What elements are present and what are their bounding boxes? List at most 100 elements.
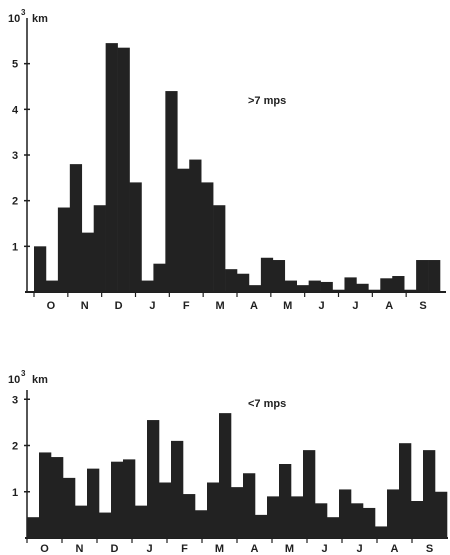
top-bar-15 xyxy=(201,182,214,292)
bottom-yunit-base: 10 xyxy=(8,374,20,386)
bottom-annotation: <7 mps xyxy=(248,398,286,410)
top-bar-2 xyxy=(45,280,59,292)
bottom-bar-10 xyxy=(135,505,148,539)
top-month-label: D xyxy=(115,300,123,312)
top-bar-18 xyxy=(237,273,250,292)
bottom-bar-32 xyxy=(399,443,412,538)
top-bar-23 xyxy=(296,285,309,292)
top-bar-25 xyxy=(320,281,333,292)
bottom-bar-20 xyxy=(255,514,268,539)
bottom-y-ticks: 1 2 3 xyxy=(12,394,30,499)
bottom-month-label: D xyxy=(111,543,119,555)
top-bar-20 xyxy=(260,257,274,292)
top-bar-27 xyxy=(344,277,357,292)
bottom-bar-24 xyxy=(303,450,316,539)
top-annotation: >7 mps xyxy=(248,95,286,107)
bottom-month-label: J xyxy=(321,543,327,555)
top-yunit-base: 10 xyxy=(8,13,20,25)
bottom-bar-11 xyxy=(147,420,160,538)
bottom-bar-26 xyxy=(327,517,340,538)
bottom-y-tick-label: 2 xyxy=(12,441,18,453)
top-bar-31 xyxy=(392,276,405,292)
top-month-label: J xyxy=(319,300,325,312)
bottom-month-label: M xyxy=(215,543,224,555)
bottom-bar-29 xyxy=(363,507,376,538)
top-bar-22 xyxy=(284,280,297,292)
top-bars xyxy=(34,43,441,293)
top-yunit-exp: 3 xyxy=(21,8,26,17)
bottom-bar-25 xyxy=(315,503,328,538)
bottom-bar-30 xyxy=(375,526,388,538)
bottom-bar-34 xyxy=(423,450,436,539)
bottom-bar-27 xyxy=(339,489,352,538)
bottom-bar-28 xyxy=(351,503,364,538)
top-bar-5 xyxy=(81,232,94,292)
bottom-month-label: N xyxy=(76,543,84,555)
top-month-label: A xyxy=(250,300,258,312)
bottom-month-label: A xyxy=(251,543,259,555)
top-month-label: M xyxy=(283,300,292,312)
top-y-tick-label: 3 xyxy=(12,150,18,162)
bottom-bar-3 xyxy=(51,457,64,538)
top-month-label: M xyxy=(215,300,224,312)
bottom-bar-31 xyxy=(387,489,400,538)
bottom-bar-15 xyxy=(195,510,208,538)
bottom-bar-13 xyxy=(171,440,184,539)
top-y-tick-label: 2 xyxy=(12,196,18,208)
bottom-month-label: O xyxy=(40,543,49,555)
bottom-yunit-label: km xyxy=(32,374,48,386)
top-bar-14 xyxy=(189,159,202,292)
bottom-month-label: F xyxy=(181,543,188,555)
bottom-bar-17 xyxy=(219,413,232,539)
bottom-bar-35 xyxy=(435,491,448,538)
top-month-label: O xyxy=(47,300,56,312)
bottom-bar-33 xyxy=(411,501,424,538)
top-month-label: F xyxy=(183,300,190,312)
top-panel: 10 3 km >7 mps 1 2 3 4 5 O N D J F M A M J J A S xyxy=(8,8,446,312)
top-y-tick-label: 5 xyxy=(12,59,18,71)
bottom-bar-4 xyxy=(63,477,76,539)
top-bar-11 xyxy=(153,263,166,292)
top-y-tick-label: 4 xyxy=(12,104,19,116)
bottom-month-label: M xyxy=(285,543,294,555)
bottom-bar-19 xyxy=(243,473,256,538)
top-bar-8 xyxy=(117,47,130,293)
bottom-bar-8 xyxy=(111,461,124,538)
bottom-month-label: J xyxy=(146,543,152,555)
top-bar-1 xyxy=(34,246,47,292)
top-bar-33 xyxy=(416,260,429,292)
bottom-bar-22 xyxy=(279,464,292,538)
top-bar-26 xyxy=(332,289,345,292)
top-bar-30 xyxy=(380,278,393,292)
top-bar-10 xyxy=(141,280,154,292)
top-bar-9 xyxy=(129,182,142,292)
top-y-tick-label: 1 xyxy=(12,241,18,253)
top-bar-34 xyxy=(428,260,441,292)
bottom-bar-9 xyxy=(123,459,136,539)
bottom-yunit-exp: 3 xyxy=(21,369,26,378)
top-month-label: J xyxy=(352,300,358,312)
bottom-bars xyxy=(27,413,448,539)
top-yunit-label: km xyxy=(32,13,48,25)
bottom-bar-21 xyxy=(267,496,280,539)
top-bar-12 xyxy=(165,91,178,292)
top-bar-4 xyxy=(69,164,83,292)
bottom-month-label: A xyxy=(391,543,399,555)
top-month-label: N xyxy=(81,300,89,312)
top-bar-3 xyxy=(57,207,71,292)
top-month-label: A xyxy=(385,300,393,312)
top-bar-29 xyxy=(368,289,381,292)
bottom-bar-12 xyxy=(159,482,172,538)
bottom-bar-16 xyxy=(207,482,220,538)
bottom-bar-7 xyxy=(99,512,112,538)
top-bar-19 xyxy=(248,285,262,292)
bottom-bar-14 xyxy=(183,494,196,538)
bottom-month-label: J xyxy=(356,543,362,555)
bottom-bar-18 xyxy=(231,487,244,539)
top-bar-13 xyxy=(177,168,190,292)
top-month-label: S xyxy=(419,300,426,312)
bottom-bar-2 xyxy=(39,452,52,538)
bottom-panel: 10 3 km <7 mps 1 2 3 O N D J F M A M J J A S xyxy=(8,369,448,555)
